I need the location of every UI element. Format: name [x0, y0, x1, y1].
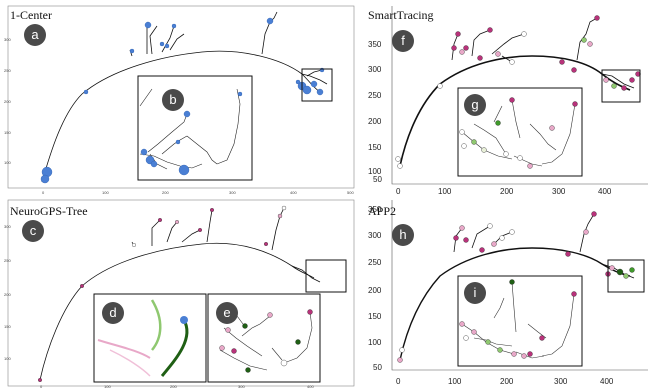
tick-label: 100 — [104, 384, 111, 389]
colored-nodes — [397, 211, 635, 363]
panel-neurogps-tree: 300 250 200 150 100 0 100 200 300 400 — [2, 198, 358, 390]
x-axis-ticks: 0 100 200 300 400 — [396, 377, 614, 386]
ytick: 250 — [4, 68, 11, 73]
y-axis-ticks: 350 300 250 200 150 100 50 — [368, 40, 382, 184]
y-axis-ticks: 300 250 200 150 100 — [4, 224, 11, 361]
tick-label: 350 — [368, 40, 382, 49]
ytick: 200 — [4, 99, 11, 104]
inset-badge: i — [464, 282, 486, 304]
colored-nodes — [395, 15, 641, 169]
panel-app2: 350 300 250 200 150 100 50 0 100 200 300… — [362, 198, 650, 390]
tick-label: 300 — [554, 377, 568, 386]
inset-g — [457, 87, 583, 177]
tick-label: 150 — [4, 324, 11, 329]
neuron-trace — [41, 11, 328, 183]
tick-label: 250 — [4, 258, 11, 263]
tick-label: 200 — [368, 286, 382, 295]
x-axis-ticks: 0 100 200 300 400 — [396, 187, 612, 196]
tick-label: 300 — [368, 231, 382, 240]
xtick: 100 — [102, 190, 109, 195]
x-axis-ticks: 0 100 200 300 400 — [40, 384, 314, 389]
tick-label: 0 — [396, 377, 401, 386]
panel-badge: c — [22, 220, 44, 242]
tick-label: 100 — [368, 338, 382, 347]
panel-badge: f — [392, 30, 414, 52]
ytick: 100 — [4, 160, 11, 165]
tick-label: 250 — [368, 91, 382, 100]
tick-label: 200 — [500, 377, 514, 386]
colored-nodes — [38, 205, 287, 382]
tick-label: 100 — [438, 187, 452, 196]
zoom-region-box — [607, 259, 645, 293]
tick-label: 0 — [40, 384, 43, 389]
tick-label: 50 — [373, 363, 382, 372]
tick-label: 300 — [238, 384, 245, 389]
xtick: 400 — [290, 190, 297, 195]
panel-title: SmartTracing — [368, 8, 434, 22]
plot-1-center: 300 250 200 150 100 0 100 200 300 400 50… — [4, 5, 354, 195]
tick-label: 50 — [373, 175, 382, 184]
y-axis-ticks: 300 250 200 150 100 — [4, 37, 11, 165]
tick-label: 0 — [396, 187, 401, 196]
inset-badge: d — [102, 302, 124, 324]
zoom-region-box — [305, 259, 347, 293]
panel-title: NeuroGPS-Tree — [10, 204, 88, 218]
xtick: 200 — [162, 190, 169, 195]
panel-title: 1-Center — [10, 8, 52, 22]
tick-label: 350 — [368, 205, 382, 214]
tick-label: 400 — [307, 384, 314, 389]
inset-badge: g — [464, 94, 486, 116]
x-axis-ticks: 0 100 200 300 400 500 — [42, 190, 354, 195]
ytick: 150 — [4, 130, 11, 135]
tick-label: 250 — [368, 258, 382, 267]
tick-label: 400 — [600, 377, 614, 386]
tick-label: 100 — [448, 377, 462, 386]
inset-i — [457, 275, 583, 367]
tick-label: 300 — [368, 65, 382, 74]
tick-label: 150 — [368, 312, 382, 321]
tick-label: 400 — [598, 187, 612, 196]
xtick: 300 — [229, 190, 236, 195]
panel-badge: a — [24, 24, 46, 46]
panel-title: APP2 — [368, 204, 397, 218]
xtick: 500 — [347, 190, 354, 195]
inset-badge: e — [216, 302, 238, 324]
xtick: 0 — [42, 190, 45, 195]
zoom-region-box — [301, 68, 333, 102]
plot-smarttracing: 350 300 250 200 150 100 50 0 100 200 300… — [368, 6, 648, 196]
tick-label: 200 — [500, 187, 514, 196]
neuron-trace — [39, 207, 321, 381]
tick-label: 200 — [368, 117, 382, 126]
ytick: 300 — [4, 37, 11, 42]
plot-neurogps-tree: 300 250 200 150 100 0 100 200 300 400 — [4, 199, 355, 389]
tick-label: 150 — [368, 143, 382, 152]
plot-app2: 350 300 250 200 150 100 50 0 100 200 300… — [368, 200, 648, 386]
panel-1-center: 300 250 200 150 100 0 100 200 300 400 50… — [2, 4, 358, 196]
tick-label: 100 — [368, 167, 382, 176]
tick-label: 200 — [4, 292, 11, 297]
y-axis-ticks: 350 300 250 200 150 100 50 — [368, 205, 382, 372]
inset-b — [137, 75, 253, 181]
panel-badge: h — [392, 224, 414, 246]
tick-label: 300 — [4, 224, 11, 229]
tick-label: 200 — [170, 384, 177, 389]
zoom-region-box — [601, 69, 641, 103]
panel-smarttracing: 350 300 250 200 150 100 50 0 100 200 300… — [362, 4, 650, 196]
tick-label: 100 — [4, 356, 11, 361]
tick-label: 300 — [552, 187, 566, 196]
inset-badge: b — [162, 89, 184, 111]
